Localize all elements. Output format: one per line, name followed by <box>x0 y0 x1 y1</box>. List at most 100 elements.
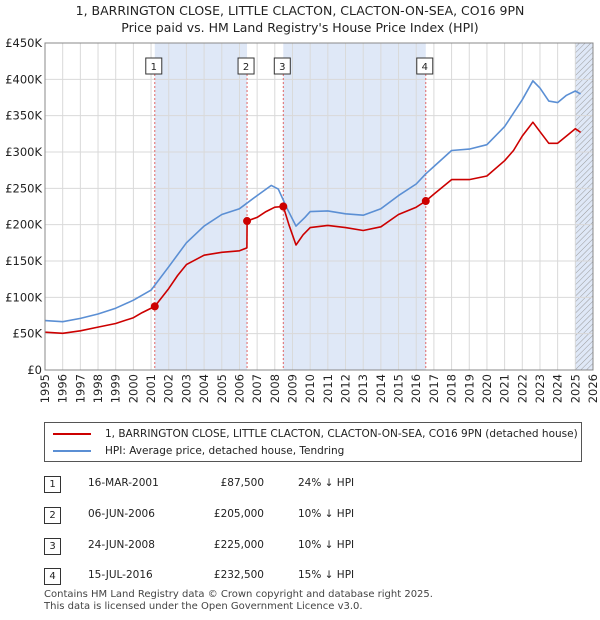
x-tick-label: 2009 <box>285 374 299 403</box>
chart-title-line2: Price paid vs. HM Land Registry's House … <box>121 20 479 35</box>
x-tick-label: 2004 <box>197 374 211 403</box>
sale-marker-box <box>145 57 163 75</box>
y-tick-label: £150K <box>5 254 42 268</box>
sale-marker-box <box>237 57 255 75</box>
x-tick-label: 2019 <box>462 374 476 403</box>
x-tick-label: 2020 <box>480 374 494 403</box>
x-tick-label: 2008 <box>268 374 282 403</box>
y-tick-label: £450K <box>5 36 42 50</box>
y-axis-ticks: £0 £50K £100K £150K £200K £250K £300K £350K £400… <box>5 36 42 377</box>
x-tick-label: 2003 <box>179 374 193 403</box>
shaded-period <box>283 43 426 370</box>
legend-label-hpi: HPI: Average price, detached house, Tend… <box>105 445 345 457</box>
x-tick-label: 2012 <box>339 374 353 403</box>
sale-price: £232,500 <box>213 569 264 581</box>
x-tick-label: 2018 <box>445 374 459 403</box>
x-tick-label: 2021 <box>498 374 512 403</box>
legend-swatch-hpi <box>53 450 91 452</box>
series-line-property <box>44 121 582 335</box>
legend-swatch-property <box>53 433 91 435</box>
sale-marker-label: 4 <box>416 57 434 75</box>
x-tick-label: 1995 <box>38 374 52 403</box>
x-tick-label: 2016 <box>409 374 423 403</box>
x-tick-label: 2006 <box>232 374 246 403</box>
sale-hpi-diff: 15% ↓ HPI <box>298 569 355 581</box>
sale-marker-label: 1 <box>145 57 163 75</box>
series-lines <box>44 80 582 335</box>
y-tick-label: £0 <box>27 363 42 377</box>
y-tick-label: £300K <box>5 145 42 159</box>
legend-label-property: 1, BARRINGTON CLOSE, LITTLE CLACTON, CLA… <box>105 428 578 440</box>
table-row: 1 16-MAR-2001 £87,500 24% ↓ HPI <box>44 476 584 493</box>
sale-hpi-diff: 24% ↓ HPI <box>298 477 355 489</box>
sale-marker-box <box>416 57 434 75</box>
table-row: 3 24-JUN-2008 £225,000 10% ↓ HPI <box>44 538 584 555</box>
y-tick-label: £350K <box>5 109 42 123</box>
price-chart: 1 2 3 4 £0 £50K £100K £150K £200K £250K £300K £350… <box>5 36 600 403</box>
footer-copyright: Contains HM Land Registry data © Crown c… <box>44 589 433 600</box>
y-tick-label: £50K <box>13 327 43 341</box>
x-tick-label: 2023 <box>533 374 547 403</box>
plot-frame <box>44 42 594 371</box>
sale-date: 16-MAR-2001 <box>88 477 159 489</box>
x-tick-label: 2017 <box>427 374 441 403</box>
sale-price: £205,000 <box>213 508 264 520</box>
table-row: 2 06-JUN-2006 £205,000 10% ↓ HPI <box>44 507 584 524</box>
x-tick-label: 1996 <box>56 374 70 403</box>
chart-title-line1: 1, BARRINGTON CLOSE, LITTLE CLACTON, CLA… <box>75 3 525 18</box>
sale-point <box>279 202 288 211</box>
sale-number-badge: 4 <box>44 568 61 585</box>
x-tick-label: 2015 <box>392 374 406 403</box>
sale-hpi-diff: 10% ↓ HPI <box>298 539 355 551</box>
y-tick-label: £250K <box>5 181 42 195</box>
sale-point <box>421 197 430 206</box>
legend: 1, BARRINGTON CLOSE, LITTLE CLACTON, CLA… <box>44 422 582 462</box>
x-tick-label: 2014 <box>374 374 388 403</box>
y-tick-label: £200K <box>5 218 42 232</box>
sale-marker-label: 2 <box>237 57 255 75</box>
sale-price: £225,000 <box>213 539 264 551</box>
series-line-hpi <box>44 80 581 323</box>
sale-marker-number: 1 <box>151 62 157 73</box>
sale-points <box>150 197 430 311</box>
sale-marker-box <box>273 57 291 75</box>
x-tick-label: 2024 <box>551 374 565 403</box>
x-tick-label: 2007 <box>250 374 264 403</box>
x-tick-label: 2000 <box>126 374 140 403</box>
x-tick-label: 1997 <box>73 374 87 403</box>
y-tick-label: £400K <box>5 72 42 86</box>
sale-point <box>243 217 252 226</box>
sale-number-badge: 2 <box>44 507 61 524</box>
footer-licence: This data is licensed under the Open Gov… <box>44 601 363 612</box>
x-tick-label: 1998 <box>91 374 105 403</box>
sale-marker-labels: 1 2 3 4 <box>145 57 434 75</box>
sale-marker-label: 3 <box>273 57 291 75</box>
x-tick-label: 2002 <box>162 374 176 403</box>
table-row: 4 15-JUL-2016 £232,500 15% ↓ HPI <box>44 568 584 585</box>
shaded-period <box>154 43 248 370</box>
sale-marker-number: 2 <box>243 62 249 73</box>
x-axis-ticks: 1995 1996 1997 1998 1999 2000 2001 2002 2003 2004… <box>38 374 600 403</box>
sale-date: 15-JUL-2016 <box>88 569 153 581</box>
sale-date: 06-JUN-2006 <box>88 508 155 520</box>
x-tick-label: 2025 <box>568 374 582 403</box>
x-tick-label: 2022 <box>515 374 529 403</box>
x-tick-label: 2010 <box>303 374 317 403</box>
x-tick-label: 2001 <box>144 374 158 403</box>
footer: Contains HM Land Registry data © Crown c… <box>44 589 433 613</box>
sale-price: £87,500 <box>220 477 264 489</box>
forecast-hatch <box>575 43 593 370</box>
sale-hpi-diff: 10% ↓ HPI <box>298 508 355 520</box>
sale-date: 24-JUN-2008 <box>88 539 155 551</box>
x-tick-label: 1999 <box>109 374 123 403</box>
sale-number-badge: 3 <box>44 538 61 555</box>
sale-period-shading <box>154 43 593 370</box>
sale-marker-number: 4 <box>422 62 428 73</box>
sale-marker-number: 3 <box>279 62 285 73</box>
sale-point <box>150 302 159 311</box>
chart-title: 1, BARRINGTON CLOSE, LITTLE CLACTON, CLA… <box>0 2 600 36</box>
x-tick-label: 2026 <box>586 374 600 403</box>
y-tick-label: £100K <box>5 290 42 304</box>
x-tick-label: 2011 <box>321 374 335 403</box>
sale-number-badge: 1 <box>44 476 61 493</box>
